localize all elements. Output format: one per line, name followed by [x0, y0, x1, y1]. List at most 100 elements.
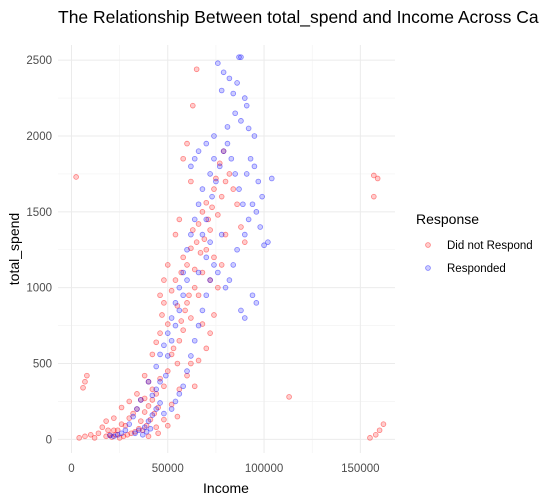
data-point-responded — [249, 292, 256, 299]
data-point-did-not-respond — [141, 409, 148, 415]
data-point-responded — [195, 148, 202, 154]
data-point-did-not-respond — [176, 386, 183, 393]
data-point-responded — [240, 201, 246, 208]
data-point-did-not-respond — [153, 424, 160, 431]
data-point-did-not-respond — [149, 386, 156, 393]
data-point-did-not-respond — [91, 435, 98, 441]
data-point-did-not-respond — [161, 416, 167, 423]
data-point-did-not-respond — [380, 421, 387, 427]
data-point-responded — [107, 432, 113, 439]
data-point-responded — [199, 186, 206, 192]
data-point-did-not-respond — [222, 231, 229, 238]
data-point-responded — [203, 254, 210, 261]
data-point-responded — [188, 163, 194, 170]
data-point-responded — [203, 216, 210, 223]
data-point-did-not-respond — [197, 249, 204, 256]
data-point-responded — [188, 231, 194, 238]
data-point-did-not-respond — [211, 254, 217, 261]
data-point-responded — [191, 155, 198, 162]
data-point-did-not-respond — [190, 227, 196, 233]
data-point-did-not-respond — [174, 360, 181, 367]
data-point-responded — [184, 277, 190, 283]
data-point-did-not-respond — [230, 186, 237, 192]
data-point-did-not-respond — [371, 172, 377, 179]
data-point-responded — [261, 242, 267, 249]
data-point-did-not-respond — [180, 327, 186, 333]
data-point-responded — [143, 428, 150, 435]
data-point-did-not-respond — [226, 171, 233, 177]
data-point-did-not-respond — [207, 227, 213, 233]
data-point-responded — [180, 292, 186, 299]
data-point-did-not-respond — [141, 395, 148, 402]
x-tick-label: 100000 — [245, 463, 283, 475]
data-point-responded — [224, 124, 231, 130]
data-point-responded — [226, 277, 233, 283]
data-point-responded — [215, 269, 221, 276]
data-point-did-not-respond — [215, 284, 221, 291]
data-point-responded — [243, 171, 250, 177]
data-point-did-not-respond — [215, 212, 221, 218]
data-point-did-not-respond — [211, 186, 217, 192]
data-point-responded — [139, 431, 146, 438]
data-point-did-not-respond — [161, 383, 167, 390]
data-point-did-not-respond — [109, 434, 115, 440]
data-point-did-not-respond — [118, 404, 125, 411]
data-point-did-not-respond — [128, 430, 134, 437]
y-tick-label: 500 — [33, 359, 52, 371]
data-point-responded — [184, 246, 190, 253]
data-point-did-not-respond — [218, 193, 225, 200]
data-point-did-not-respond — [190, 102, 196, 109]
data-point-responded — [168, 406, 175, 412]
data-point-did-not-respond — [164, 262, 171, 268]
data-point-did-not-respond — [149, 397, 156, 403]
data-point-responded — [249, 201, 256, 208]
data-point-responded — [161, 342, 167, 349]
data-point-responded — [203, 140, 210, 147]
data-point-did-not-respond — [164, 368, 171, 374]
data-point-did-not-respond — [155, 404, 161, 411]
data-point-did-not-respond — [120, 433, 127, 440]
data-point-did-not-respond — [132, 428, 138, 435]
data-point-did-not-respond — [184, 372, 190, 379]
data-point-did-not-respond — [161, 277, 167, 283]
data-point-responded — [176, 391, 183, 397]
x-axis-title: Income — [203, 480, 249, 496]
x-tick-labels: 0 50000 100000 150000 — [68, 463, 379, 475]
data-point-responded — [157, 378, 163, 385]
data-point-did-not-respond — [211, 312, 217, 318]
data-point-responded — [232, 171, 238, 177]
data-point-did-not-respond — [141, 372, 148, 379]
data-point-did-not-respond — [180, 254, 186, 261]
data-point-responded — [268, 175, 275, 182]
data-point-did-not-respond — [184, 262, 190, 268]
data-point-responded — [265, 239, 271, 245]
data-point-did-not-respond — [184, 300, 190, 306]
data-point-did-not-respond — [145, 378, 152, 385]
data-point-did-not-respond — [188, 178, 194, 185]
data-point-responded — [168, 315, 175, 321]
data-point-responded — [228, 155, 235, 162]
data-point-did-not-respond — [168, 351, 175, 358]
data-point-did-not-respond — [155, 430, 161, 437]
data-point-did-not-respond — [136, 425, 142, 432]
data-point-responded — [241, 315, 248, 321]
data-point-did-not-respond — [191, 266, 198, 273]
data-point-responded — [134, 406, 140, 412]
data-point-did-not-respond — [207, 330, 213, 336]
data-point-responded — [132, 430, 138, 437]
data-point-responded — [207, 239, 213, 245]
data-point-responded — [203, 292, 210, 299]
data-point-responded — [126, 421, 133, 427]
data-point-did-not-respond — [84, 372, 90, 379]
legend-title: Response — [416, 211, 479, 227]
data-point-responded — [245, 125, 252, 132]
data-point-did-not-respond — [73, 174, 79, 180]
data-point-did-not-respond — [103, 418, 109, 424]
data-point-did-not-respond — [195, 292, 202, 299]
data-point-did-not-respond — [134, 406, 140, 412]
data-point-did-not-respond — [238, 224, 244, 230]
data-point-did-not-respond — [114, 427, 121, 434]
data-point-did-not-respond — [195, 221, 202, 227]
data-point-did-not-respond — [164, 321, 171, 327]
